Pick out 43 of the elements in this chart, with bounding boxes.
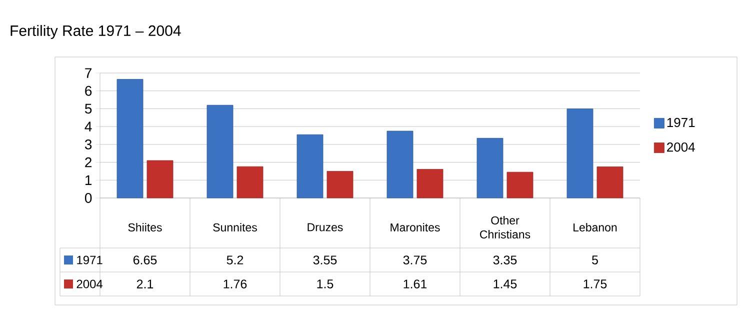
x-tick-label: Other Christians bbox=[480, 216, 530, 238]
data-label: 1.61 bbox=[404, 280, 427, 288]
data-label: 1.75 bbox=[584, 280, 607, 288]
text: 2004 bbox=[76, 280, 103, 288]
bar bbox=[386, 130, 414, 198]
data-label: 3.35 bbox=[493, 256, 517, 264]
chart-title: Fertility Rate 1971 – 2004 bbox=[10, 25, 181, 39]
y-tick-label: 5 bbox=[84, 104, 92, 114]
data-label: 1.45 bbox=[494, 280, 517, 288]
bar bbox=[566, 108, 594, 198]
bar bbox=[146, 160, 174, 198]
bar bbox=[206, 104, 234, 198]
legend-label: 2004 bbox=[667, 142, 695, 152]
bar bbox=[326, 171, 354, 198]
data-label: 2.1 bbox=[136, 280, 154, 288]
x-tick-label: Maronites bbox=[390, 223, 440, 232]
x-tick-label: Druzes bbox=[308, 223, 343, 232]
y-tick-label: 3 bbox=[84, 139, 92, 150]
data-label: 5 bbox=[592, 256, 598, 264]
data-label: 3.55 bbox=[313, 256, 337, 264]
data-label: 3.75 bbox=[403, 256, 427, 264]
y-tick-label: 2 bbox=[85, 157, 92, 168]
y-tick-label: 7 bbox=[85, 68, 92, 78]
y-tick-label: 6 bbox=[85, 86, 92, 96]
legend-label: 1971 bbox=[77, 256, 102, 264]
x-tick-label: Shiites bbox=[128, 223, 162, 232]
data-label: 6.65 bbox=[133, 256, 157, 264]
text: 1971 bbox=[667, 118, 695, 128]
y-tick-label: 1 bbox=[85, 175, 92, 185]
bar bbox=[416, 169, 444, 198]
x-tick-label: Lebanon bbox=[574, 223, 617, 232]
bar bbox=[296, 134, 324, 198]
y-tick-label: 4 bbox=[84, 122, 92, 132]
bar bbox=[476, 138, 504, 198]
data-label: 1.5 bbox=[317, 280, 334, 288]
y-tick-label: 0 bbox=[84, 193, 92, 203]
data-label: 1.76 bbox=[224, 280, 247, 288]
bar bbox=[236, 166, 264, 198]
x-tick-label: Sunnites bbox=[213, 223, 257, 232]
bar bbox=[116, 79, 144, 198]
bar bbox=[596, 166, 624, 198]
bar bbox=[506, 172, 534, 198]
data-label: 5.2 bbox=[226, 256, 244, 264]
